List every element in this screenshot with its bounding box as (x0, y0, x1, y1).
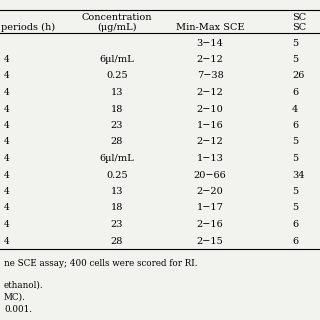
Text: 6µl/mL: 6µl/mL (100, 154, 134, 163)
Text: 5: 5 (292, 38, 298, 47)
Text: 4: 4 (4, 236, 10, 245)
Text: 6µl/mL: 6µl/mL (100, 55, 134, 64)
Text: 13: 13 (111, 88, 123, 97)
Text: 6: 6 (292, 220, 298, 229)
Text: 2−12: 2−12 (196, 88, 223, 97)
Text: 18: 18 (111, 105, 123, 114)
Text: 18: 18 (111, 204, 123, 212)
Text: 6: 6 (292, 121, 298, 130)
Text: periods (h): periods (h) (1, 22, 55, 32)
Text: 4: 4 (4, 121, 10, 130)
Text: 5: 5 (292, 154, 298, 163)
Text: 5: 5 (292, 55, 298, 64)
Text: 23: 23 (111, 121, 123, 130)
Text: 20−66: 20−66 (194, 171, 226, 180)
Text: 28: 28 (111, 236, 123, 245)
Text: 2−20: 2−20 (196, 187, 223, 196)
Text: 5: 5 (292, 138, 298, 147)
Text: 5: 5 (292, 204, 298, 212)
Text: 6: 6 (292, 236, 298, 245)
Text: 3−14: 3−14 (196, 38, 223, 47)
Text: ethanol).: ethanol). (4, 281, 44, 290)
Text: 23: 23 (111, 220, 123, 229)
Text: 2−10: 2−10 (196, 105, 223, 114)
Text: 4: 4 (4, 171, 10, 180)
Text: 4: 4 (292, 105, 298, 114)
Text: 5: 5 (292, 187, 298, 196)
Text: SC: SC (292, 13, 306, 22)
Text: 4: 4 (4, 138, 10, 147)
Text: 4: 4 (4, 88, 10, 97)
Text: 2−12: 2−12 (196, 138, 223, 147)
Text: Concentration: Concentration (82, 13, 152, 22)
Text: 7−38: 7−38 (196, 71, 223, 81)
Text: 0.001.: 0.001. (4, 305, 32, 314)
Text: 4: 4 (4, 55, 10, 64)
Text: 2−12: 2−12 (196, 55, 223, 64)
Text: 1−13: 1−13 (196, 154, 223, 163)
Text: 1−17: 1−17 (196, 204, 223, 212)
Text: (μg/mL): (μg/mL) (97, 22, 137, 32)
Text: 6: 6 (292, 88, 298, 97)
Text: 26: 26 (292, 71, 304, 81)
Text: 1−16: 1−16 (196, 121, 223, 130)
Text: 4: 4 (4, 71, 10, 81)
Text: ne SCE assay; 400 cells were scored for RI.: ne SCE assay; 400 cells were scored for … (4, 259, 197, 268)
Text: 34: 34 (292, 171, 305, 180)
Text: 4: 4 (4, 187, 10, 196)
Text: Min-Max SCE: Min-Max SCE (176, 22, 244, 31)
Text: 13: 13 (111, 187, 123, 196)
Text: 28: 28 (111, 138, 123, 147)
Text: 0.25: 0.25 (106, 71, 128, 81)
Text: 4: 4 (4, 105, 10, 114)
Text: SC: SC (292, 22, 306, 31)
Text: 4: 4 (4, 220, 10, 229)
Text: 4: 4 (4, 154, 10, 163)
Text: MC).: MC). (4, 292, 26, 301)
Text: 0.25: 0.25 (106, 171, 128, 180)
Text: 2−15: 2−15 (196, 236, 223, 245)
Text: 2−16: 2−16 (196, 220, 223, 229)
Text: 4: 4 (4, 204, 10, 212)
